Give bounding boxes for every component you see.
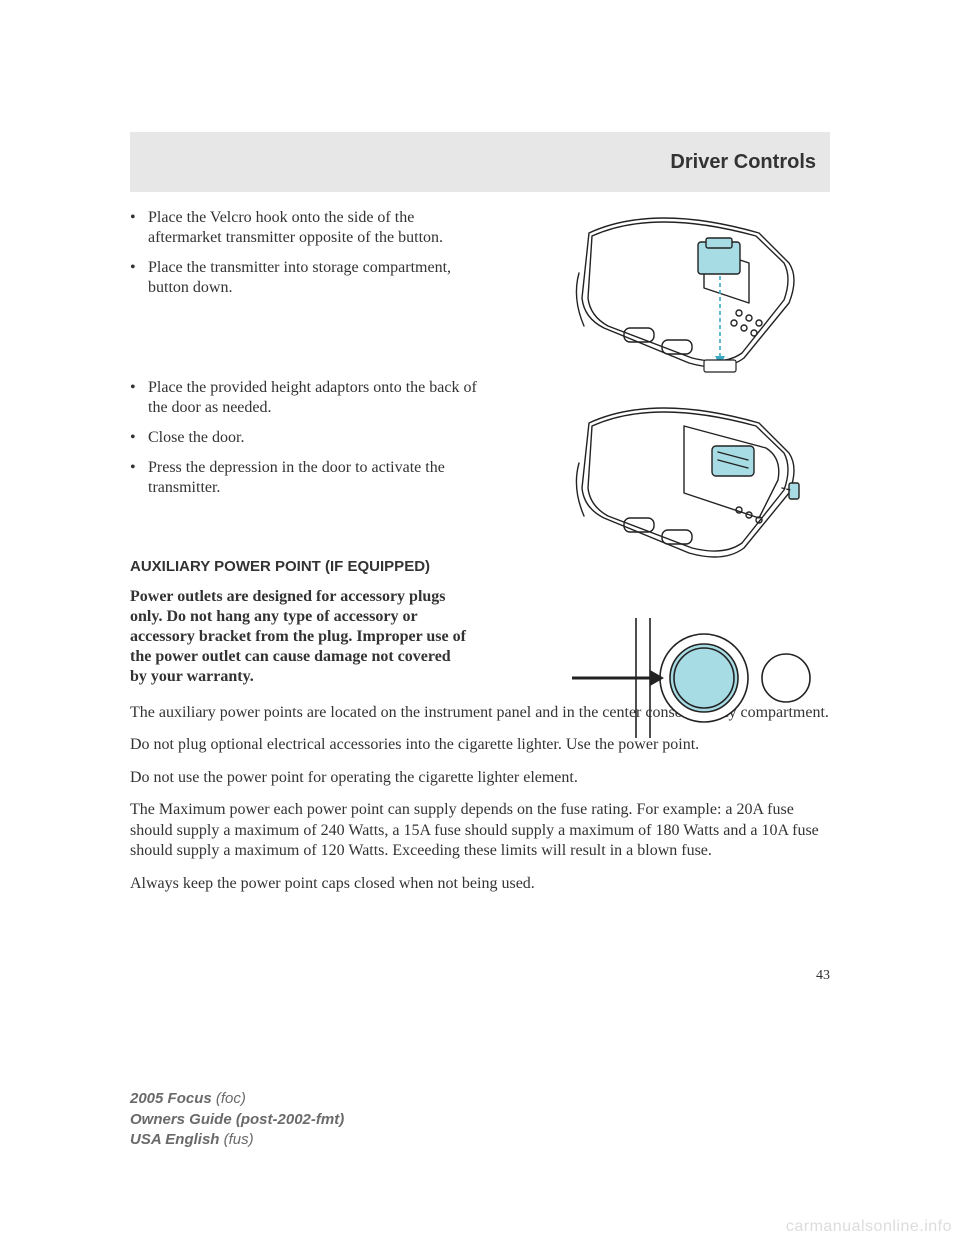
list-item: Close the door. [130,428,488,448]
illustration-door-close [534,398,824,568]
body-paragraph: Always keep the power point caps closed … [130,874,830,894]
footer-line: USA English (fus) [130,1130,344,1150]
content-area: Place the Velcro hook onto the side of t… [130,208,830,906]
warning-paragraph: Power outlets are designed for accessory… [130,587,470,687]
list-item: Place the provided height adaptors onto … [130,378,488,418]
body-paragraph: The Maximum power each power point can s… [130,800,830,861]
illustration-power-point [564,618,824,738]
footer-lang: USA English [130,1131,219,1148]
watermark: carmanualsonline.info [786,1218,952,1236]
header-bar: Driver Controls [130,132,830,192]
body-paragraph: Do not use the power point for operating… [130,768,830,788]
list-item: Press the depression in the door to acti… [130,458,488,498]
console-door-diagram-icon [534,398,824,568]
header-title: Driver Controls [670,151,816,174]
list-item: Place the Velcro hook onto the side of t… [130,208,488,248]
list-item: Place the transmitter into storage compa… [130,258,488,298]
illustration-transmitter-install [534,208,824,378]
page-number: 43 [816,968,830,984]
power-outlet-diagram-icon [564,618,824,738]
footer-line: 2005 Focus (foc) [130,1089,344,1109]
footer-model-code: (foc) [216,1090,246,1107]
page: Driver Controls [0,0,960,1242]
body-paragraph: Do not plug optional electrical accessor… [130,735,830,755]
footer-model: 2005 Focus [130,1090,212,1107]
footer-line: Owners Guide (post-2002-fmt) [130,1110,344,1130]
footer-lang-code: (fus) [224,1131,254,1148]
console-diagram-icon [534,208,824,378]
footer-guide: Owners Guide (post-2002-fmt) [130,1111,344,1128]
footer: 2005 Focus (foc) Owners Guide (post-2002… [130,1089,344,1150]
